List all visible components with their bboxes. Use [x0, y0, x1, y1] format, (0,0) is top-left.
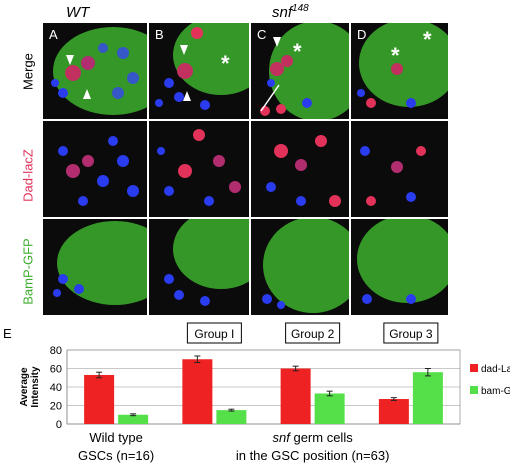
- column-header-snf-sup: 148: [292, 3, 309, 14]
- row-label-bamp-gfp: BamP-GFP: [20, 238, 36, 305]
- row-label-merge: Merge: [20, 53, 36, 90]
- panel-label-e: E: [3, 326, 12, 341]
- micrograph-merge-snf-c: * C: [251, 23, 349, 119]
- micrograph-image: [266, 135, 341, 207]
- legend-swatch: [470, 386, 478, 394]
- micrograph-image: [51, 27, 147, 115]
- bar: [216, 410, 247, 424]
- y-tick-label: 0: [56, 419, 62, 431]
- micrograph-image: *: [155, 23, 249, 110]
- group-box-label: Group 3: [389, 327, 433, 341]
- column-header-wt: WT: [66, 4, 90, 21]
- svg-text:*: *: [293, 39, 302, 64]
- micrograph-dad-snf-d: [351, 121, 448, 217]
- group-box-label: Group 2: [291, 327, 335, 341]
- group-box: [186, 322, 242, 344]
- micrograph-merge-snf-d: * * D: [351, 23, 448, 119]
- micrograph-image: [58, 136, 139, 206]
- bar: [280, 368, 311, 424]
- bar: [182, 359, 213, 424]
- bar-chart: 0 20 40 60 80 AverageIntensity Group I Group 2 G…: [19, 322, 510, 463]
- micrograph-image: [53, 221, 147, 305]
- legend-label: dad-LacZ: [481, 364, 510, 375]
- panel-label-d: D: [357, 27, 367, 42]
- bar: [118, 414, 149, 424]
- svg-text:*: *: [391, 43, 400, 68]
- micrograph-grid: A * B * C * * D: [43, 23, 510, 315]
- group-box: [383, 322, 439, 344]
- svg-text:*: *: [221, 51, 230, 76]
- x-caption-snf-line1: snf germ cells: [273, 430, 354, 445]
- micrograph-image: * *: [357, 23, 448, 108]
- micrograph-merge-wt: A: [43, 23, 147, 119]
- row-label-dad-lacz: Dad-lacZ: [20, 149, 36, 202]
- svg-text:*: *: [423, 27, 432, 52]
- micrograph-dad-snf-c: [251, 121, 349, 217]
- bar: [378, 399, 409, 424]
- micrograph-image: *: [260, 23, 349, 119]
- micrograph-image: [157, 129, 241, 206]
- micrograph-dad-wt: [43, 121, 147, 217]
- y-tick-label: 40: [50, 382, 62, 394]
- y-tick-label: 20: [50, 401, 62, 413]
- bar: [84, 374, 115, 424]
- micrograph-bam-wt: [43, 219, 147, 315]
- micrograph-image: [262, 219, 349, 313]
- group-box: [285, 322, 341, 344]
- column-header-snf-base: snf: [272, 4, 293, 21]
- group-box-label: Group I: [194, 327, 234, 341]
- column-header-snf: snf148: [272, 3, 309, 21]
- y-axis-label: AverageIntensity: [19, 366, 41, 408]
- bar: [412, 372, 443, 424]
- micrograph-bam-snf-c: [251, 219, 349, 315]
- micrograph-dad-snf-b: [149, 121, 249, 217]
- legend-swatch: [470, 364, 478, 372]
- micrograph-image: [360, 146, 426, 206]
- micrograph-image: [164, 219, 249, 306]
- legend-label: bam-GFP: [481, 386, 510, 397]
- bar: [314, 393, 345, 424]
- micrograph-merge-snf-b: * B: [149, 23, 249, 119]
- y-tick-label: 60: [50, 364, 62, 376]
- x-caption-wt-line1: Wild type: [89, 430, 142, 445]
- x-caption-wt-line2: GSCs (n=16): [78, 448, 154, 463]
- plot-frame: [66, 349, 461, 425]
- micrograph-bam-snf-d: [351, 219, 448, 315]
- panel-label-b: B: [155, 27, 164, 42]
- panel-label-a: A: [49, 27, 58, 42]
- panel-label-c: C: [257, 27, 267, 42]
- x-caption-snf-line2: in the GSC position (n=63): [236, 448, 390, 463]
- micrograph-image: [357, 219, 448, 304]
- y-tick-label: 80: [50, 345, 62, 357]
- micrograph-bam-snf-b: [149, 219, 249, 315]
